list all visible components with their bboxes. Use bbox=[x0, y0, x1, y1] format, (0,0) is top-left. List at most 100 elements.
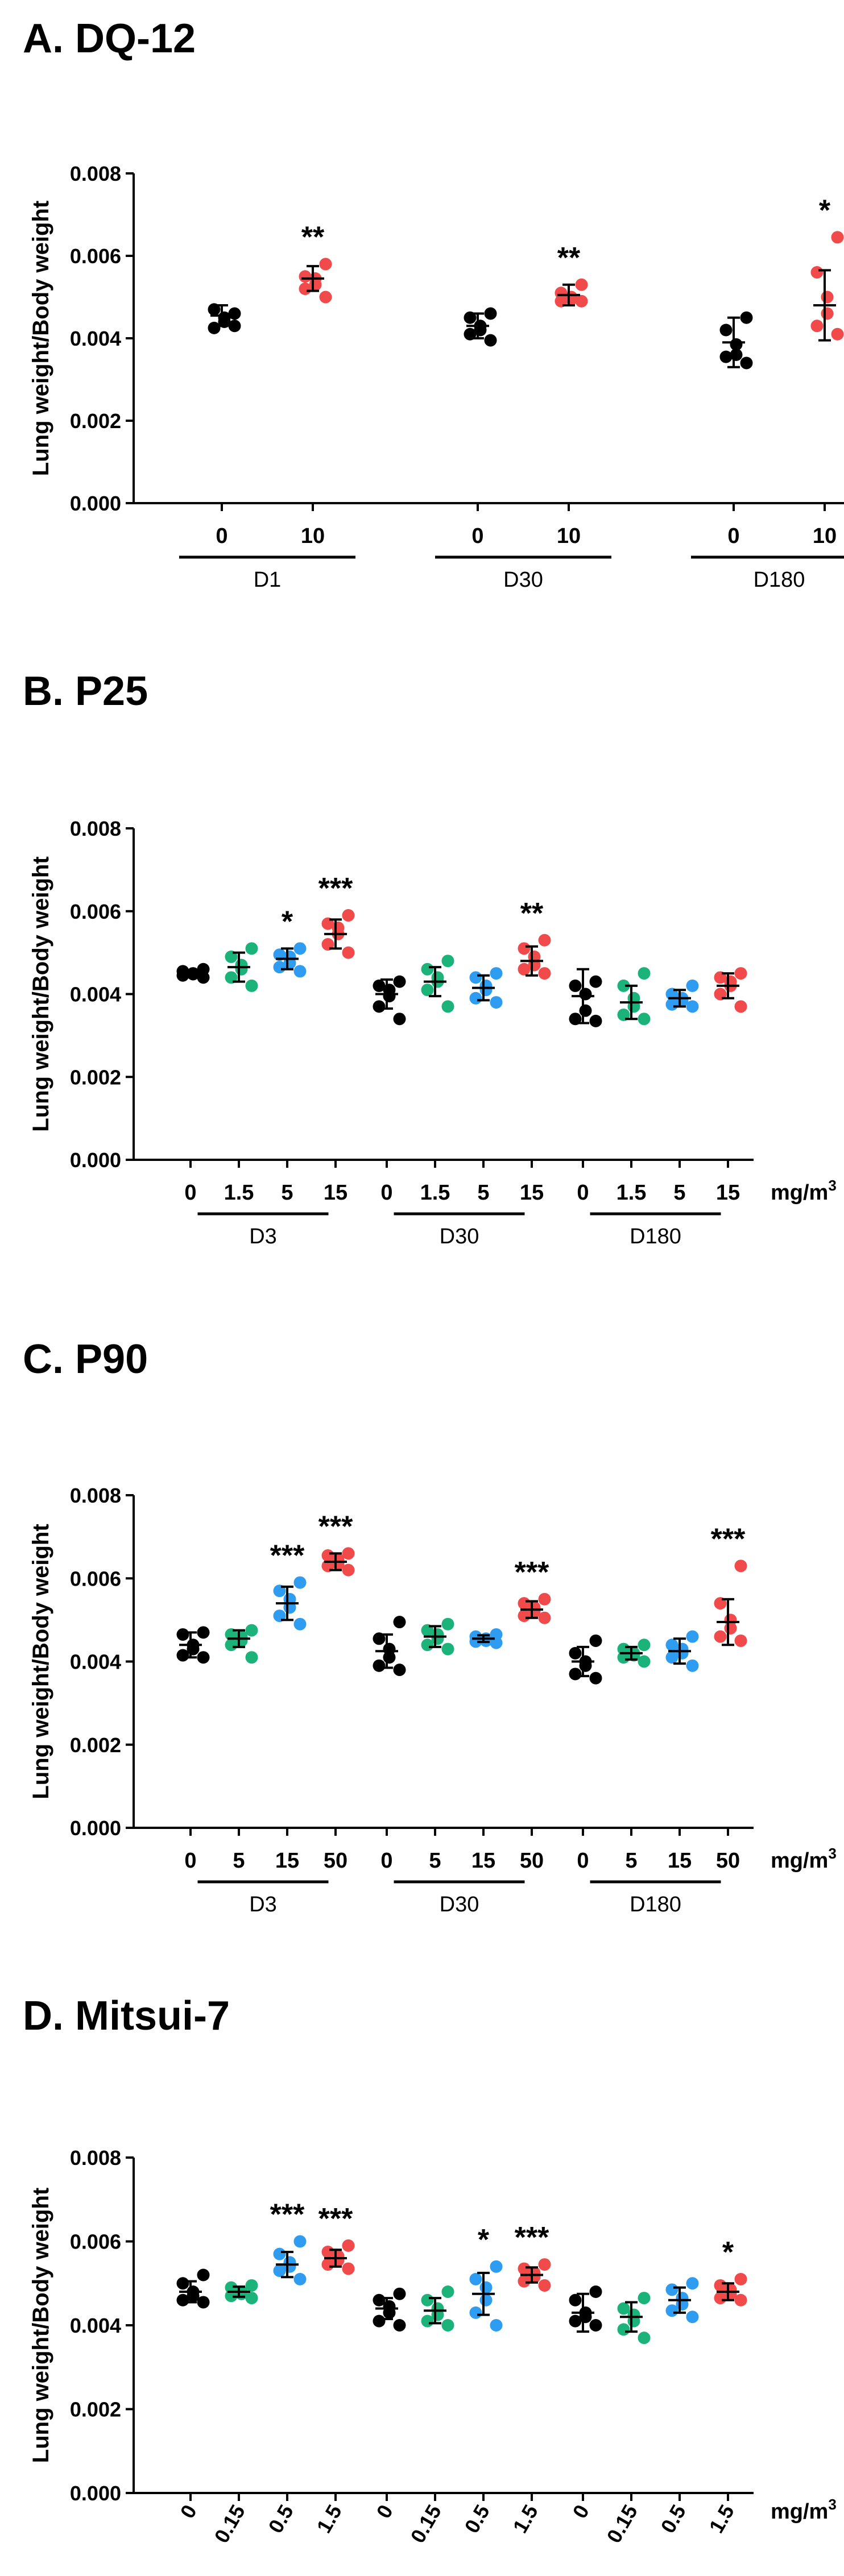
data-point bbox=[176, 1628, 189, 1641]
y-tick-label: 0.004 bbox=[70, 2314, 121, 2337]
data-point bbox=[518, 942, 531, 955]
y-axis-label: Lung weight/Body weight bbox=[28, 1524, 53, 1799]
data-point bbox=[245, 2292, 258, 2305]
group-label: D180 bbox=[630, 1225, 681, 1248]
data-point bbox=[421, 2293, 434, 2307]
significance-label: *** bbox=[515, 2221, 549, 2254]
data-point bbox=[638, 2332, 651, 2345]
y-tick-label: 0.006 bbox=[70, 900, 121, 923]
unit-label: mg/m3 bbox=[771, 2496, 837, 2524]
data-point bbox=[342, 1563, 355, 1577]
group-label: D180 bbox=[630, 1893, 681, 1917]
y-axis-label: Lung weight/Body weight bbox=[28, 856, 53, 1131]
data-point bbox=[589, 1634, 602, 1647]
data-point bbox=[719, 323, 733, 337]
dose-label: 5 bbox=[477, 1181, 489, 1205]
data-point bbox=[293, 965, 307, 978]
panel-title: C. P90 bbox=[23, 1337, 148, 1382]
group-label: D3 bbox=[249, 1225, 277, 1248]
data-point bbox=[235, 963, 248, 976]
data-point bbox=[569, 2293, 582, 2307]
dose-label: 15 bbox=[520, 1181, 544, 1205]
y-tick-label: 0.002 bbox=[70, 1733, 121, 1757]
data-point bbox=[197, 2296, 210, 2309]
data-point bbox=[490, 2319, 503, 2332]
y-axis-label: Lung weight/Body weight bbox=[28, 2188, 53, 2463]
dose-label: 0 bbox=[184, 1849, 196, 1873]
data-point bbox=[617, 2323, 630, 2336]
y-tick-label: 0.004 bbox=[70, 983, 121, 1006]
data-point bbox=[821, 307, 834, 320]
data-point bbox=[490, 2260, 503, 2273]
data-point bbox=[383, 990, 396, 1003]
significance-label: *** bbox=[270, 1540, 305, 1573]
dose-label: 15 bbox=[471, 1849, 495, 1873]
dose-label: 1.5 bbox=[617, 1181, 647, 1205]
data-point bbox=[176, 2277, 189, 2290]
data-point bbox=[176, 1649, 189, 1662]
data-point bbox=[810, 320, 824, 333]
group-label: D30 bbox=[440, 1893, 479, 1917]
significance-label: * bbox=[282, 905, 293, 938]
data-point bbox=[638, 2292, 651, 2305]
dose-label: 0 bbox=[380, 1181, 392, 1205]
data-point bbox=[719, 350, 733, 363]
data-point bbox=[821, 291, 834, 304]
data-point bbox=[665, 1638, 678, 1652]
dose-label: 0 bbox=[471, 524, 483, 548]
y-tick-label: 0.004 bbox=[70, 327, 121, 350]
group-label: D30 bbox=[440, 1225, 479, 1248]
group-label: D180 bbox=[754, 568, 805, 592]
dose-label: 10 bbox=[557, 524, 581, 548]
data-point bbox=[197, 1626, 210, 1639]
significance-label: * bbox=[478, 2224, 490, 2256]
dose-label: 0 bbox=[216, 524, 227, 548]
y-tick-label: 0.006 bbox=[70, 2230, 121, 2254]
data-point bbox=[469, 992, 482, 1005]
panel-title: A. DQ-12 bbox=[23, 16, 196, 61]
data-point bbox=[228, 320, 241, 333]
data-point bbox=[686, 2310, 699, 2324]
panel-title: D. Mitsui-7 bbox=[23, 1993, 230, 2039]
data-point bbox=[538, 934, 551, 947]
data-point bbox=[665, 998, 678, 1011]
data-point bbox=[518, 2275, 531, 2288]
data-point bbox=[579, 1004, 592, 1017]
data-point bbox=[319, 291, 332, 304]
y-tick-label: 0.002 bbox=[70, 409, 121, 433]
data-point bbox=[617, 2302, 630, 2315]
panel-3: C. P90 Lung weight/Body weight 0.000 0.002 0… bbox=[23, 1337, 837, 1917]
dose-label: 0 bbox=[727, 524, 739, 548]
data-point bbox=[469, 2306, 482, 2319]
data-point bbox=[538, 2279, 551, 2292]
data-point bbox=[831, 231, 844, 244]
dose-label: 1.5 bbox=[224, 1181, 254, 1205]
data-point bbox=[575, 278, 588, 291]
significance-label: * bbox=[722, 2236, 734, 2269]
data-point bbox=[479, 984, 493, 997]
dose-label: 5 bbox=[429, 1849, 441, 1873]
data-point bbox=[589, 1014, 602, 1027]
data-point bbox=[538, 1611, 551, 1624]
data-point bbox=[665, 2283, 678, 2296]
data-point bbox=[273, 2264, 286, 2278]
significance-label: *** bbox=[270, 2198, 305, 2231]
dose-label: 15 bbox=[668, 1849, 692, 1873]
data-point bbox=[686, 979, 699, 992]
data-point bbox=[538, 967, 551, 980]
data-point bbox=[245, 942, 258, 955]
dose-label: 10 bbox=[301, 524, 325, 548]
data-point bbox=[342, 909, 355, 922]
data-point bbox=[665, 2304, 678, 2317]
data-point bbox=[484, 334, 497, 347]
data-point bbox=[734, 2293, 747, 2307]
data-point bbox=[734, 1559, 747, 1573]
data-point bbox=[740, 356, 753, 370]
data-point bbox=[490, 996, 503, 1009]
data-point bbox=[293, 1617, 307, 1631]
data-point bbox=[393, 975, 406, 988]
data-point bbox=[479, 2281, 493, 2294]
data-point bbox=[441, 1642, 454, 1656]
data-point bbox=[686, 1630, 699, 1643]
